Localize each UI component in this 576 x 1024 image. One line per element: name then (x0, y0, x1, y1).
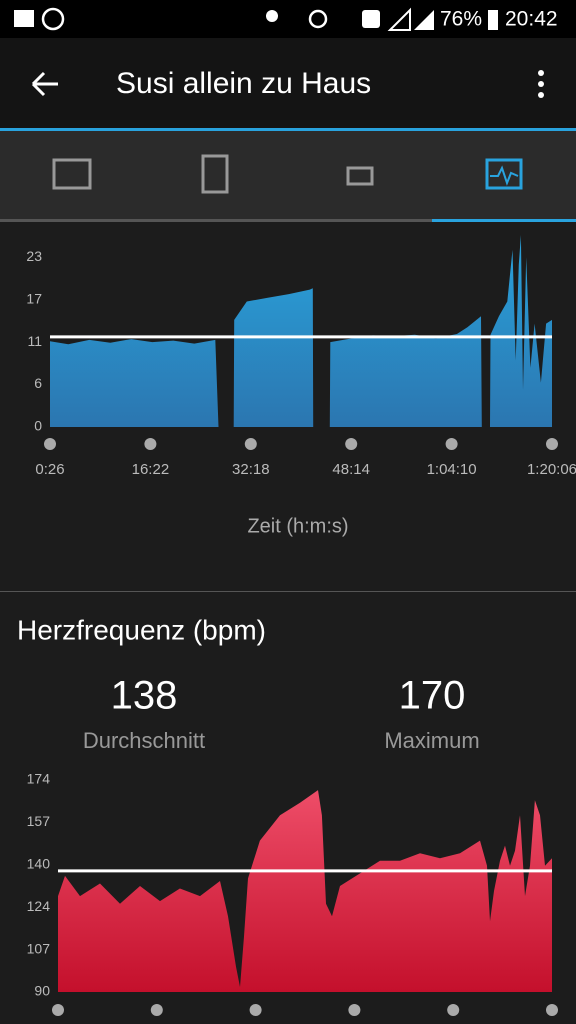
x-tick-dot (546, 1004, 558, 1016)
x-tick-dot (150, 1004, 163, 1016)
tab-divider (0, 219, 576, 222)
battery-percent: 76% (440, 8, 482, 31)
tab-indicator (432, 219, 576, 222)
y-tick-label: 6 (34, 375, 42, 391)
tab-bar (0, 131, 576, 219)
x-tick-dot (445, 438, 458, 450)
signal-icon (414, 10, 434, 30)
location-icon (266, 10, 278, 22)
y-tick-label: 17 (26, 290, 42, 306)
app-bar (0, 38, 576, 128)
x-tick-dot (447, 1004, 460, 1016)
x-tick-label: 16:22 (132, 461, 170, 478)
y-tick-label: 124 (27, 898, 51, 914)
accent-line (0, 128, 576, 131)
stat-value: 138 (111, 674, 178, 718)
x-tick-label: 48:14 (332, 461, 370, 478)
y-tick-label: 0 (34, 418, 42, 434)
tab-laps[interactable] (346, 166, 374, 186)
x-tick-label: 32:18 (232, 461, 270, 478)
menu-button[interactable] (538, 70, 544, 98)
x-tick-dot (244, 438, 257, 450)
y-tick-label: 90 (34, 983, 50, 999)
status-bar (0, 0, 576, 38)
y-tick-label: 140 (27, 856, 51, 872)
tab-charts[interactable] (485, 158, 523, 190)
y-tick-label: 107 (27, 940, 51, 956)
x-axis-label: Zeit (h:m:s) (247, 515, 348, 537)
section-title: Herzfrequenz (bpm) (17, 614, 266, 645)
page-title: Susi allein zu Haus (116, 67, 371, 100)
x-tick-dot (249, 1004, 262, 1016)
y-tick-label: 11 (27, 333, 42, 349)
section-divider (0, 591, 576, 592)
x-tick-dot (144, 438, 157, 450)
y-tick-label: 23 (26, 248, 42, 264)
tab-details[interactable] (201, 154, 229, 194)
whatsapp-icon (41, 7, 65, 31)
x-tick-dot (348, 1004, 361, 1016)
stat-label: Durchschnitt (83, 728, 205, 753)
gallery-icon (14, 10, 34, 27)
x-tick-label: 1:04:10 (427, 461, 477, 478)
x-tick-label: 0:26 (35, 461, 64, 478)
x-tick-dot (345, 438, 358, 450)
stat-value: 170 (399, 674, 466, 718)
x-tick-dot (44, 438, 56, 450)
area (58, 790, 552, 992)
x-tick-label: 1:20:06 (527, 461, 576, 478)
battery-icon (488, 10, 498, 30)
y-tick-label: 174 (27, 771, 51, 787)
signal-icon (387, 7, 411, 31)
x-tick-dot (52, 1004, 64, 1016)
app-icon (362, 10, 380, 28)
area (50, 235, 552, 427)
alarm-icon (308, 9, 328, 29)
stat-label: Maximum (384, 728, 479, 753)
tab-map[interactable] (52, 158, 92, 190)
clock: 20:42 (505, 8, 558, 31)
back-button[interactable] (31, 71, 58, 97)
y-tick-label: 157 (27, 813, 51, 829)
x-tick-dot (546, 438, 558, 450)
